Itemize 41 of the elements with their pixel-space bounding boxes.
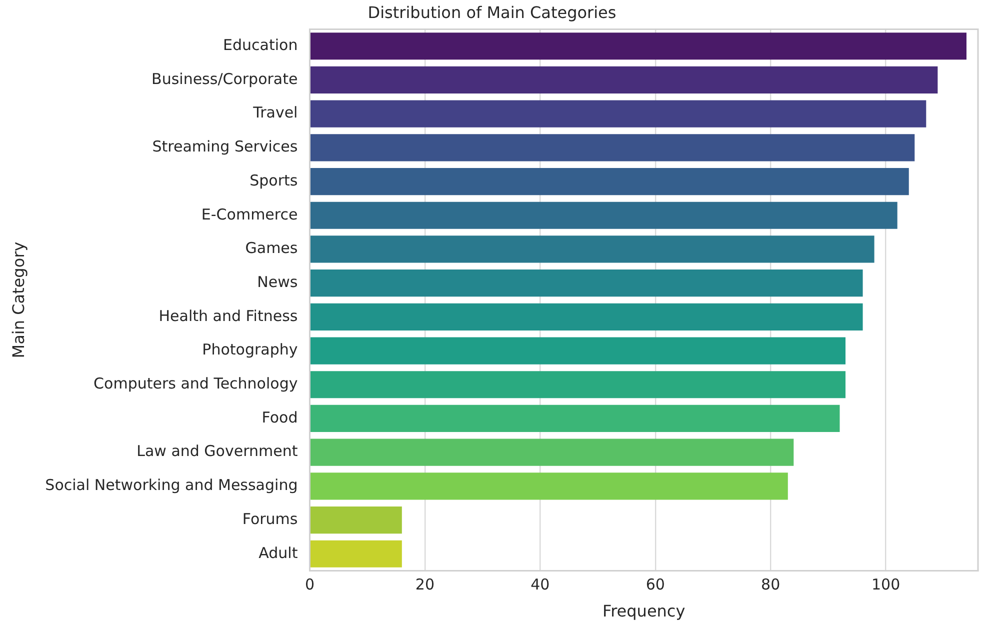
bar: [310, 202, 898, 229]
y-tick-label: E-Commerce: [201, 205, 298, 224]
bar: [310, 540, 402, 568]
x-tick-label: 100: [872, 576, 900, 594]
bar: [310, 371, 846, 398]
y-tick-label: Photography: [202, 340, 298, 359]
y-tick-label: Forums: [242, 510, 298, 528]
y-tick-label: Travel: [252, 104, 298, 122]
bar: [310, 270, 863, 297]
bar: [310, 100, 926, 128]
x-tick-label: 20: [415, 576, 434, 594]
bar: [310, 236, 874, 263]
chart-title: Distribution of Main Categories: [368, 2, 616, 22]
bar: [310, 168, 909, 196]
y-tick-label: Law and Government: [136, 442, 298, 460]
x-tick-label: 60: [646, 576, 665, 594]
y-tick-label: Adult: [258, 544, 298, 562]
y-tick-label: Education: [223, 36, 298, 54]
bar: [310, 472, 788, 500]
y-tick-label: News: [257, 272, 298, 291]
y-tick-label: Social Networking and Messaging: [45, 476, 298, 494]
y-tick-label: Business/Corporate: [152, 70, 298, 88]
bar: [310, 404, 840, 432]
y-tick-label: Games: [245, 239, 298, 258]
bar: [310, 506, 402, 534]
bar: [310, 303, 863, 330]
bar: [310, 66, 938, 94]
x-tick-label: 80: [761, 576, 780, 594]
bar: [310, 438, 794, 466]
bar: [310, 337, 846, 364]
y-tick-label: Food: [262, 408, 298, 426]
y-tick-label: Computers and Technology: [94, 374, 298, 393]
x-tick-label: 0: [304, 576, 315, 594]
y-tick-label: Sports: [250, 171, 298, 190]
y-tick-label: Streaming Services: [152, 138, 298, 156]
bar: [310, 134, 915, 162]
bar: [310, 32, 966, 60]
y-tick-label: Health and Fitness: [158, 306, 298, 325]
x-tick-label: 40: [530, 576, 550, 594]
x-axis-title: Frequency: [602, 602, 686, 621]
y-axis-title: Main Category: [8, 242, 28, 358]
